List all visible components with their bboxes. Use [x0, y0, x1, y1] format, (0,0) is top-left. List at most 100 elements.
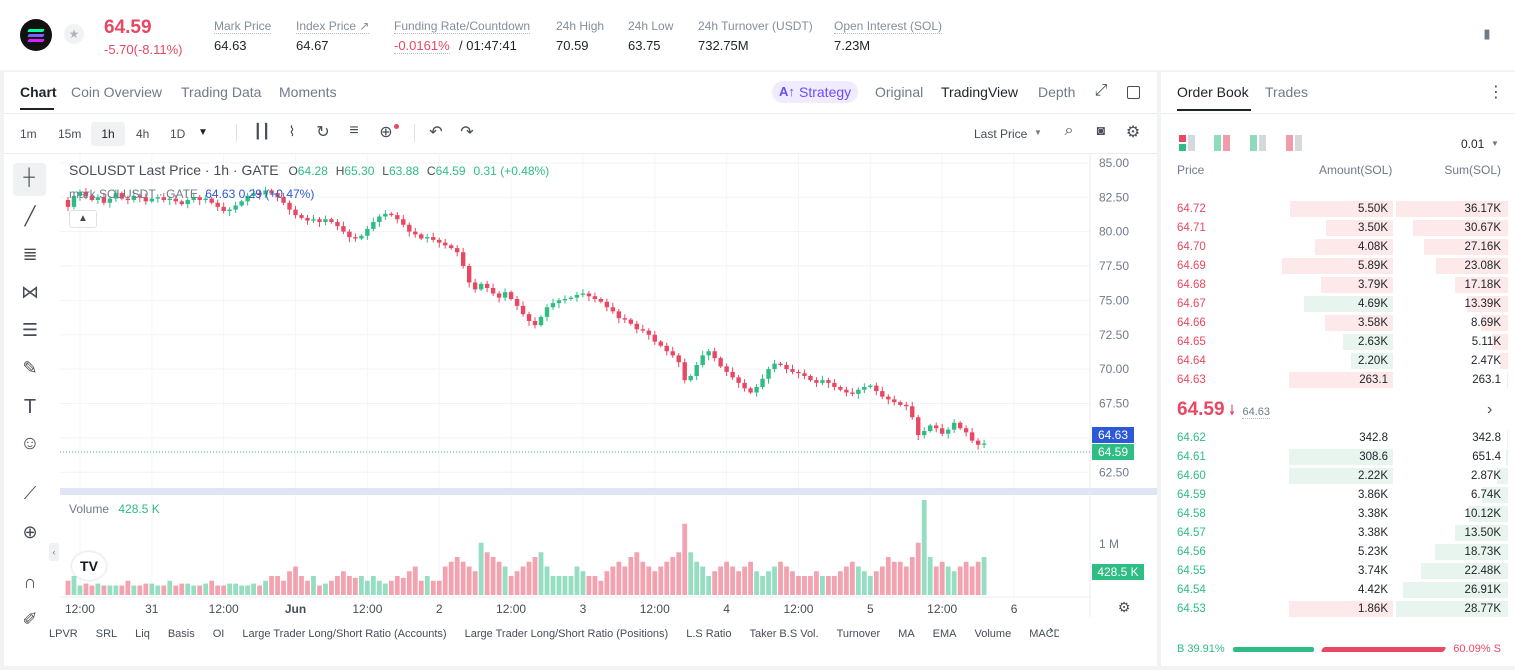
ask-row[interactable]: 64.69 5.89K 23.08K — [1161, 257, 1515, 276]
bid-row[interactable]: 64.53 1.86K 28.77K — [1161, 600, 1515, 619]
interval-dropdown-icon[interactable]: ▼ — [198, 127, 208, 138]
indicator-item[interactable]: Taker B.S Vol. — [749, 628, 819, 640]
ask-row[interactable]: 64.72 5.50K 36.17K — [1161, 200, 1515, 219]
volume-bar — [790, 571, 795, 595]
view-bids-icon[interactable] — [1214, 135, 1230, 151]
indicator-item[interactable]: Liq — [135, 628, 150, 640]
ask-row[interactable]: 64.66 3.58K 8.69K — [1161, 314, 1515, 333]
window-icon[interactable] — [1127, 86, 1140, 99]
tradingview-logo[interactable]: TV — [72, 552, 106, 580]
tab-coin-overview[interactable]: Coin Overview — [71, 84, 163, 100]
price-chart[interactable]: 85.00 82.50 80.00 77.50 75.00 72.50 70.00 67.50… — [4, 72, 1157, 666]
candle-body — [167, 198, 172, 200]
ask-row[interactable]: 64.64 2.20K 2.47K — [1161, 352, 1515, 371]
view-tradingview[interactable]: TradingView — [941, 84, 1019, 100]
text-tool-icon[interactable]: T — [23, 396, 37, 418]
indicator-item[interactable]: MACD — [1029, 628, 1059, 640]
view-original[interactable]: Original — [875, 84, 924, 100]
trendline-tool-icon[interactable]: ╱ — [24, 206, 36, 226]
tab-trading-data[interactable]: Trading Data — [181, 84, 262, 100]
collapse-legend-icon[interactable]: ▲ — [69, 210, 97, 228]
ask-row[interactable]: 64.68 3.79K 17.18K — [1161, 276, 1515, 295]
indicators-icon[interactable]: ⌇ — [288, 123, 296, 139]
fib-tool-icon[interactable]: ☰ — [21, 320, 39, 340]
volume-bar — [448, 561, 454, 595]
settings-gear-icon[interactable]: ⚙ — [1125, 124, 1141, 141]
indicator-item[interactable]: Volume — [974, 628, 1012, 640]
view-depth[interactable]: Depth — [1038, 84, 1076, 100]
emoji-tool-icon[interactable]: ☺ — [20, 433, 40, 454]
view-asks-icon[interactable] — [1250, 135, 1266, 151]
indicator-item[interactable]: Basis — [167, 628, 195, 640]
indicator-scroll-right-icon[interactable]: › — [1049, 622, 1054, 637]
interval-1d[interactable]: 1D — [170, 127, 186, 141]
ruler-tool-icon[interactable]: ⟋ — [23, 483, 37, 503]
bid-row[interactable]: 64.61 308.6 651.4 — [1161, 448, 1515, 467]
strategy-button[interactable]: A↑ Strategy — [772, 81, 858, 103]
tab-moments[interactable]: Moments — [279, 84, 337, 100]
redo-icon[interactable]: ↷ — [460, 124, 474, 141]
interval-4h[interactable]: 4h — [136, 127, 150, 141]
precision-select[interactable]: 0.01 — [1461, 137, 1485, 151]
refresh-icon[interactable]: ↻ — [316, 124, 330, 141]
buy-ratio-bar — [1233, 647, 1314, 652]
list-icon[interactable]: ≡ — [349, 122, 359, 139]
camera-icon[interactable]: ◙ — [1096, 122, 1106, 138]
price-type-select[interactable]: Last Price — [974, 127, 1028, 141]
time-axis-settings-icon[interactable]: ⚙ — [1117, 599, 1131, 615]
info-book-icon[interactable]: ▮ — [1483, 26, 1491, 41]
indicator-item[interactable]: LPVR — [49, 628, 78, 640]
candle-body — [945, 429, 951, 434]
chevron-down-icon[interactable]: ▼ — [1491, 139, 1499, 148]
indicator-item[interactable]: MA — [898, 628, 915, 640]
indicator-item[interactable]: EMA — [932, 628, 957, 640]
search-icon[interactable]: ⌕ — [1064, 122, 1074, 139]
collapse-toolbar-icon[interactable]: ‹ — [49, 543, 59, 561]
view-sells-icon[interactable] — [1286, 135, 1302, 151]
bid-row[interactable]: 64.58 3.38K 10.12K — [1161, 505, 1515, 524]
more-menu-icon[interactable]: ⋮ — [1488, 84, 1504, 101]
magnet-tool-icon[interactable]: ∩ — [23, 572, 37, 592]
interval-1h[interactable]: 1h — [91, 122, 125, 146]
bid-row[interactable]: 64.62 342.8 342.8 — [1161, 429, 1515, 448]
tab-chart[interactable]: Chart — [20, 84, 57, 100]
indicator-item[interactable]: Turnover — [836, 628, 881, 640]
interval-1m[interactable]: 1m — [20, 127, 37, 141]
chevron-down-icon[interactable]: ▼ — [1034, 128, 1042, 137]
bid-row[interactable]: 64.55 3.74K 22.48K — [1161, 562, 1515, 581]
bid-row[interactable]: 64.60 2.22K 2.87K — [1161, 467, 1515, 486]
bid-row[interactable]: 64.54 4.42K 26.91K — [1161, 581, 1515, 600]
volume-bar — [412, 566, 418, 595]
chevron-right-icon[interactable]: › — [1487, 401, 1493, 418]
indicator-item[interactable]: SRL — [95, 628, 118, 640]
ask-row[interactable]: 64.63 263.1 263.1 — [1161, 371, 1515, 390]
ask-row[interactable]: 64.65 2.63K 5.11K — [1161, 333, 1515, 352]
zoom-in-tool-icon[interactable]: ⊕ — [22, 522, 38, 542]
ask-row[interactable]: 64.71 3.50K 30.67K — [1161, 219, 1515, 238]
add-indicator-icon[interactable]: ⊕ — [379, 124, 393, 141]
pattern-tool-icon[interactable]: ⋈ — [21, 282, 39, 302]
stat-label[interactable]: Index Price ↗ — [296, 19, 370, 34]
bid-row[interactable]: 64.59 3.86K 6.74K — [1161, 486, 1515, 505]
bid-row[interactable]: 64.56 5.23K 18.73K — [1161, 543, 1515, 562]
brush-tool-icon[interactable]: ✎ — [22, 358, 38, 378]
bid-row[interactable]: 64.57 3.38K 13.50K — [1161, 524, 1515, 543]
crosshair-tool[interactable]: ┼ — [13, 163, 46, 196]
tab-order-book[interactable]: Order Book — [1177, 84, 1249, 100]
ask-row[interactable]: 64.67 4.69K 13.39K — [1161, 295, 1515, 314]
expand-icon[interactable]: ⤢ — [1094, 82, 1108, 99]
undo-icon[interactable]: ↶ — [429, 124, 443, 141]
x-tick-label: 6 — [1011, 602, 1018, 616]
ask-row[interactable]: 64.70 4.08K 27.16K — [1161, 238, 1515, 257]
indicator-item[interactable]: Large Trader Long/Short Ratio (Positions… — [464, 628, 669, 640]
candle-type-icon[interactable]: ┃┃ — [253, 123, 271, 139]
tab-trades[interactable]: Trades — [1265, 84, 1309, 100]
indicator-item[interactable]: L.S Ratio — [686, 628, 732, 640]
horizontal-lines-tool-icon[interactable]: ≣ — [22, 244, 38, 264]
indicator-item[interactable]: OI — [212, 628, 225, 640]
interval-15m[interactable]: 15m — [58, 127, 82, 141]
lock-draw-tool-icon[interactable]: ✐ — [22, 609, 38, 629]
indicator-item[interactable]: Large Trader Long/Short Ratio (Accounts) — [242, 628, 447, 640]
favorite-star-icon[interactable]: ★ — [64, 24, 84, 44]
view-both-icon[interactable] — [1179, 135, 1195, 151]
